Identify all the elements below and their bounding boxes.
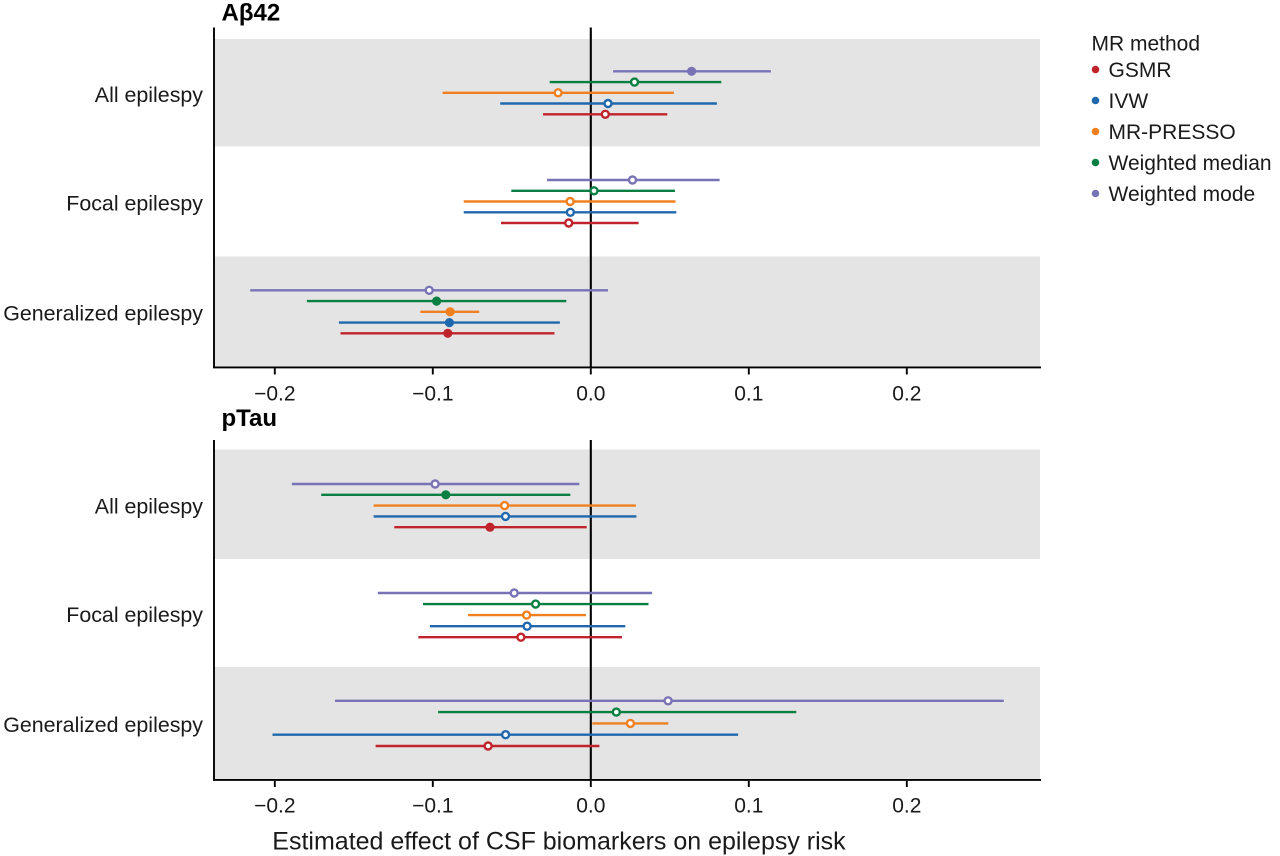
svg-text:All epilespy: All epilespy <box>95 83 204 107</box>
svg-text:Focal epilespy: Focal epilespy <box>66 603 203 627</box>
svg-text:Generalized epilespy: Generalized epilespy <box>3 302 203 326</box>
svg-text:IVW: IVW <box>1109 90 1149 113</box>
svg-text:All epilespy: All epilespy <box>95 494 204 518</box>
svg-text:Focal epilespy: Focal epilespy <box>66 192 203 216</box>
svg-text:Weighted median: Weighted median <box>1109 152 1272 175</box>
svg-text:0.2: 0.2 <box>892 382 921 405</box>
svg-text:Generalized epilespy: Generalized epilespy <box>3 713 203 737</box>
svg-text:MR method: MR method <box>1092 33 1201 56</box>
svg-text:−0.1: −0.1 <box>412 382 453 405</box>
svg-text:Weighted mode: Weighted mode <box>1109 183 1256 206</box>
svg-text:0.0: 0.0 <box>576 794 605 817</box>
svg-text:0.0: 0.0 <box>576 382 605 405</box>
svg-text:0.1: 0.1 <box>734 382 763 405</box>
svg-text:Aβ42: Aβ42 <box>222 0 281 27</box>
svg-text:Estimated effect of CSF biomar: Estimated effect of CSF biomarkers on ep… <box>272 828 846 856</box>
svg-text:MR-PRESSO: MR-PRESSO <box>1109 121 1236 144</box>
svg-text:pTau: pTau <box>222 405 278 432</box>
svg-text:0.1: 0.1 <box>734 794 763 817</box>
svg-text:0.2: 0.2 <box>892 794 921 817</box>
svg-text:GSMR: GSMR <box>1109 59 1172 82</box>
svg-text:−0.1: −0.1 <box>412 794 453 817</box>
svg-text:−0.2: −0.2 <box>254 794 295 817</box>
svg-text:−0.2: −0.2 <box>254 382 295 405</box>
